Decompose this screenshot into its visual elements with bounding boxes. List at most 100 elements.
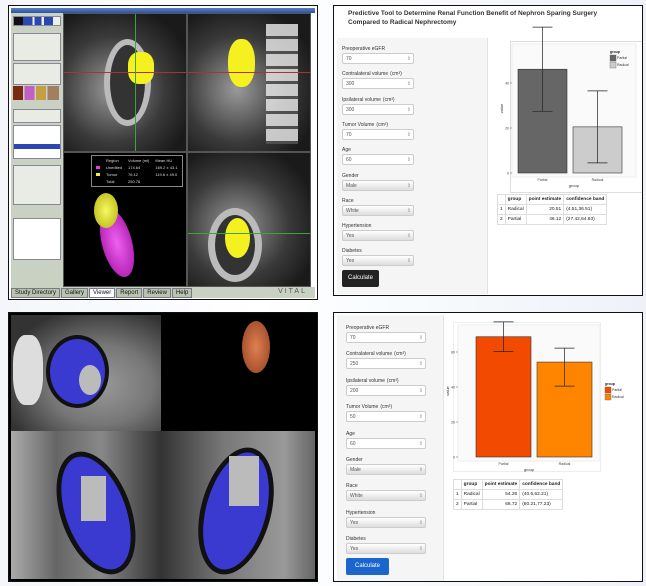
visual-management-list[interactable] [13,218,61,260]
viewport-coronal[interactable] [63,13,187,152]
calculate-button[interactable]: Calculate [346,558,389,575]
overlay-mean: 169.2 ± 43.1 [155,165,178,170]
select-input[interactable]: Male ⇕ [342,179,414,191]
y-tick-label: 0 [507,172,509,176]
predictive-tool-panel-bottom: Preoperative eGFR 70 ⇕ Contralateral volume… [333,312,643,582]
input-value: Yes [346,258,355,265]
spinner-icon[interactable]: ⇕ [406,81,411,88]
number-input[interactable]: 200 ⇕ [346,384,426,396]
segment-list[interactable] [13,125,61,159]
select-input[interactable]: Yes ⇕ [342,230,414,242]
column-header: confidence band [519,479,564,490]
visual-analysis-panel[interactable] [13,165,61,205]
dropdown-arrow-icon[interactable]: ⇕ [418,519,423,526]
number-input[interactable]: 300 ⇕ [342,78,414,90]
x-axis-label: group [524,467,535,472]
spinner-icon[interactable]: ⇕ [418,387,423,394]
field-label-text: Gender [346,457,363,463]
field-label-text: Hypertension [342,223,372,230]
viewport-3d[interactable]: Region Volume (ml) Mean HU Unedited 174.64 1… [63,152,187,287]
viewport-sagittal[interactable] [187,13,311,152]
field-label: Tumor Volume (cm³) [342,122,388,128]
tumor-3d-render [94,193,118,228]
number-input[interactable]: 70 ⇕ [346,332,426,343]
number-input[interactable]: 60 ⇕ [342,154,414,166]
dropdown-arrow-icon[interactable]: ⇕ [418,493,423,500]
field-label: Preoperative eGFR [342,46,387,52]
segment-anatomy-tools[interactable] [13,63,61,85]
table-cell: (40.5,62.21) [519,489,564,500]
dropdown-arrow-icon[interactable]: ⇕ [406,258,411,265]
legend-title: group [610,50,620,54]
spinner-icon[interactable]: ⇕ [418,414,423,421]
field-label: Ipsilateral volume (cm³) [342,97,395,103]
spinner-icon[interactable]: ⇕ [406,131,411,138]
field-label-text: Tumor Volume [342,121,375,128]
volume-measurement-table: Region Volume (ml) Mean HU Unedited 174.64 1… [91,155,183,187]
tab-report[interactable]: Report [116,288,143,298]
tab-viewer[interactable]: Viewer [89,288,116,298]
dropdown-arrow-icon[interactable]: ⇕ [406,182,411,189]
legend-swatch [609,61,617,69]
select-input[interactable]: Yes ⇕ [342,255,414,267]
viewport-axial[interactable] [187,152,311,287]
number-input[interactable]: 50 ⇕ [346,411,426,423]
table-row: 1 Radical 20.51 (4.51,36.51) [497,204,608,215]
select-input[interactable]: Yes ⇕ [346,543,426,555]
calculate-button[interactable]: Calculate [342,270,379,287]
table-cell: (60.21,77.23) [519,499,564,510]
kidney-segmentation [46,335,109,408]
table-row: 2 Partial 68.72 (60.21,77.23) [453,499,564,510]
spinner-icon[interactable]: ⇕ [406,106,411,113]
input-value: 300 [346,106,355,113]
field-unit: (cm³) [380,404,392,411]
tab-review[interactable]: Review [143,288,171,298]
dropdown-arrow-icon[interactable]: ⇕ [418,546,423,553]
select-input[interactable]: Yes ⇕ [346,516,426,528]
analysis-tools[interactable] [13,33,61,61]
toolbar-buttons[interactable] [13,16,61,26]
select-input[interactable]: Male ⇕ [346,464,426,475]
predictive-tool-panel-top: Predictive Tool to Determine Renal Funct… [333,5,643,296]
y-tick-label: 0 [453,456,455,460]
field-label: Age [346,431,357,437]
bottom-tab-bar: Study Directory Gallery Viewer Report Review… [11,287,315,298]
field-unit: (cm³) [386,377,399,384]
input-value: White [346,207,359,214]
spinner-icon[interactable]: ⇕ [418,335,423,341]
protocol-thumbnails[interactable] [13,86,59,100]
spinner-icon[interactable]: ⇕ [418,440,423,447]
tab-study-directory[interactable]: Study Directory [11,288,61,298]
tab-help[interactable]: Help [171,288,193,298]
x-tick-label: Partial [499,462,509,466]
table-cell: (27.42,64.83) [563,214,608,225]
table-cell: 20.51 [525,204,565,215]
number-input[interactable]: 70 ⇕ [342,53,414,64]
select-input[interactable]: White ⇕ [342,204,414,216]
select-input[interactable]: White ⇕ [346,490,426,502]
number-input[interactable]: 300 ⇕ [342,103,414,115]
spinner-icon[interactable]: ⇕ [406,157,411,164]
dropdown-arrow-icon[interactable]: ⇕ [418,467,423,473]
masking-panel[interactable] [13,109,61,123]
dropdown-arrow-icon[interactable]: ⇕ [406,233,411,240]
number-input[interactable]: 60 ⇕ [346,437,426,449]
number-input[interactable]: 70 ⇕ [342,128,414,140]
vital-logo: VITAL [278,288,307,295]
field-unit: (cm³) [376,121,388,128]
number-input[interactable]: 250 ⇕ [346,358,426,370]
field-label-text: Contralateral volume [346,351,393,358]
input-value: Male [346,182,357,189]
input-value: 60 [350,440,356,447]
coronal-view-left [11,431,161,581]
input-value: 60 [346,157,352,164]
input-value: 250 [350,361,359,368]
spinner-icon[interactable]: ⇕ [418,361,423,368]
dropdown-arrow-icon[interactable]: ⇕ [406,207,411,214]
field-label: Race [346,483,360,489]
legend-swatch [604,393,612,401]
input-value: Yes [350,519,359,526]
spinner-icon[interactable]: ⇕ [406,56,411,62]
tab-gallery[interactable]: Gallery [61,288,89,298]
table-cell: 68.72 [481,499,521,510]
